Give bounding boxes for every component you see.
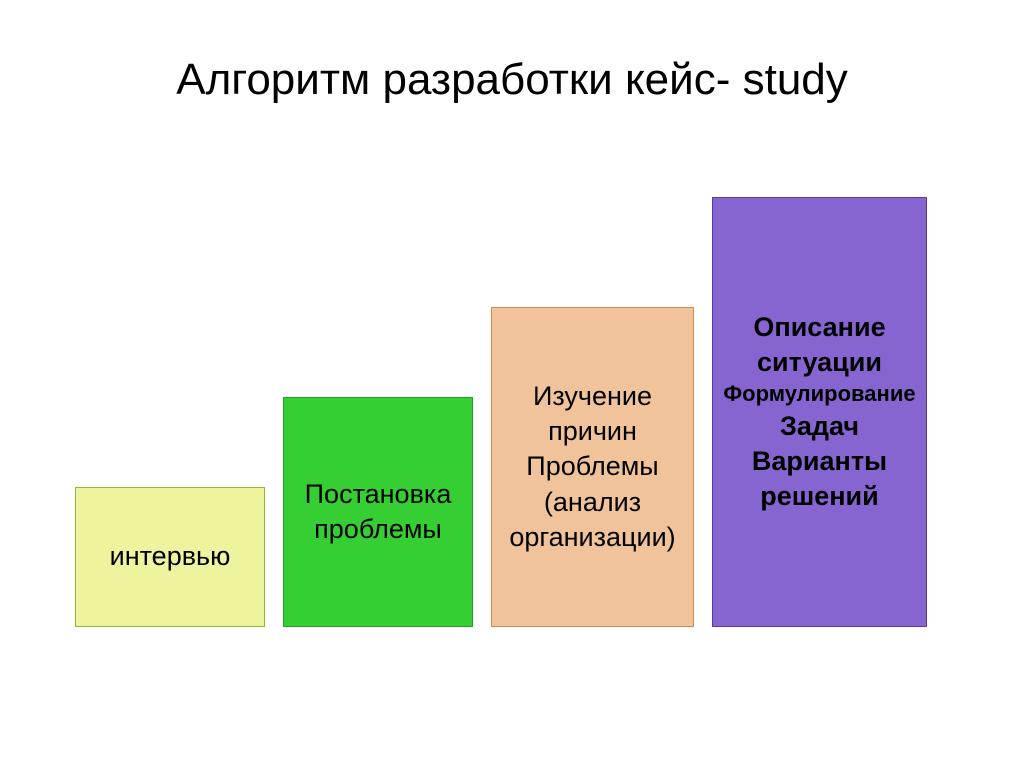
step-label: Описание ситуации: [718, 310, 921, 380]
step-1: интервью: [75, 487, 265, 627]
step-label: Варианты решений: [718, 444, 921, 514]
step-4: Описание ситуацииФормулированиеЗадачВари…: [712, 197, 927, 627]
step-chart: интервью Постановка проблемы Изучение пр…: [75, 197, 927, 627]
step-3: Изучение причин Проблемы (анализ организ…: [491, 307, 694, 627]
step-2: Постановка проблемы: [283, 397, 473, 627]
step-label: интервью: [110, 539, 231, 574]
step-label: Постановка проблемы: [289, 477, 467, 547]
step-label: Формулирование: [723, 380, 915, 409]
page-title: Алгоритм разработки кейс- study: [0, 55, 1024, 105]
step-label: Задач: [780, 409, 859, 444]
step-label: Изучение причин Проблемы (анализ организ…: [497, 379, 688, 554]
